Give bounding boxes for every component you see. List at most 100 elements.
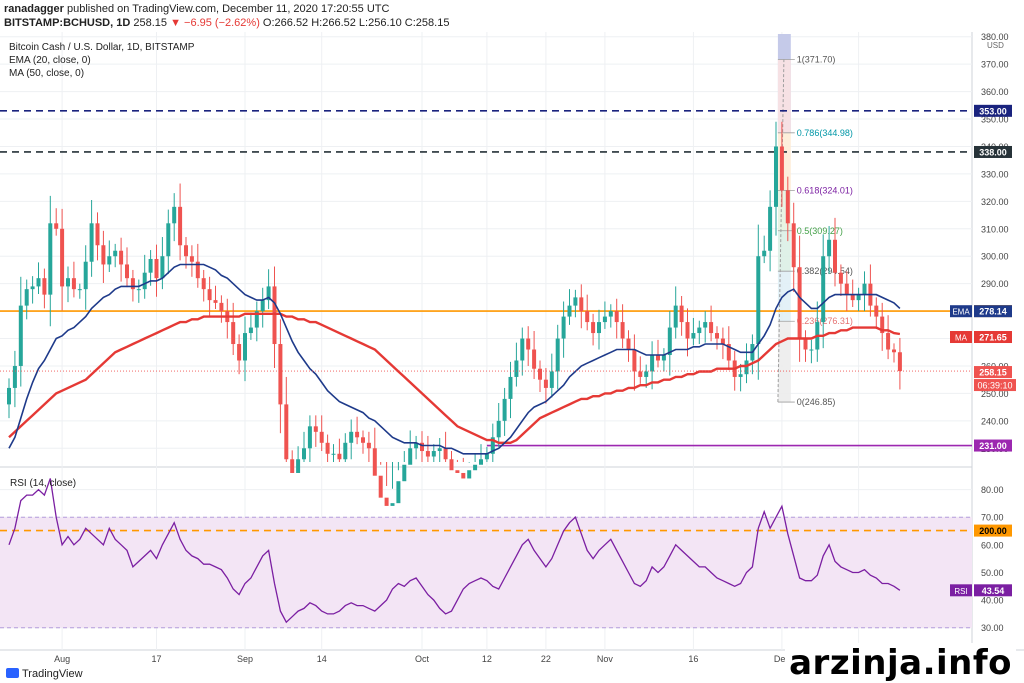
horizontal-levels[interactable]	[0, 110, 972, 532]
candle-body	[125, 264, 129, 279]
candle-body	[337, 453, 342, 460]
countdown-bg	[974, 379, 1016, 392]
ema-legend: EMA (20, close, 0)	[9, 55, 91, 66]
candle-body	[880, 316, 885, 334]
candle-body	[83, 261, 88, 290]
candle-body	[779, 146, 784, 191]
candle-body	[709, 322, 714, 334]
tradingview-logo[interactable]: TradingView	[6, 668, 83, 680]
candle-body	[361, 437, 365, 443]
candle-body	[862, 283, 867, 295]
candle-body	[774, 146, 778, 207]
candle-body	[479, 459, 483, 465]
candle-body	[508, 376, 513, 399]
price-tick-label: 310.00	[981, 224, 1009, 234]
candle-body	[803, 338, 808, 350]
candle-body	[378, 475, 383, 498]
candle-body	[785, 190, 790, 224]
fib-level-label: 1(371.70)	[797, 55, 836, 65]
candle-body	[302, 448, 306, 460]
candle-body	[715, 333, 719, 339]
candle-body	[290, 459, 295, 473]
candle-body	[207, 289, 212, 301]
candle-body	[54, 223, 59, 229]
candle-body	[437, 448, 442, 452]
candle-body	[355, 431, 360, 438]
publish-line: ranadagger published on TradingView.com,…	[4, 3, 389, 15]
ma50-line	[8, 312, 901, 444]
fib-level-label: 0(246.85)	[797, 397, 836, 407]
candle-body	[526, 338, 531, 350]
watermark: arzinja.info	[785, 643, 1016, 683]
rsi-band	[0, 516, 972, 629]
candle-body	[89, 223, 94, 262]
candle-body	[201, 278, 206, 290]
candle-body	[66, 278, 70, 287]
candle-body	[219, 302, 224, 312]
footer: TradingView	[0, 665, 1024, 683]
candle-body	[850, 294, 855, 301]
candle-body	[12, 365, 17, 388]
candle-body	[349, 431, 354, 443]
candle-body	[154, 258, 159, 279]
price-tick-label: 380.00	[981, 32, 1009, 42]
candle-body	[77, 289, 82, 291]
time-tick-label: 14	[317, 654, 327, 664]
candle-body	[172, 206, 177, 224]
candle-body	[797, 267, 802, 339]
ohlc-values: O:266.52 H:266.52 L:256.10 C:258.15	[262, 17, 450, 29]
rsi-tick-label: 80.00	[981, 485, 1004, 495]
candle-body	[650, 355, 655, 372]
publish-header: ranadagger published on TradingView.com,…	[0, 0, 1024, 32]
candle-body	[60, 228, 65, 287]
price-axis[interactable]: 230.00240.00250.00260.00270.00280.00290.…	[950, 32, 1016, 633]
level-tag-label: 200.00	[979, 526, 1007, 536]
candle-body	[113, 250, 118, 257]
candle-body	[691, 333, 696, 339]
candle-body	[561, 316, 566, 339]
candle-body	[496, 420, 501, 438]
candle-body	[738, 374, 743, 377]
price-change: ▼ −6.95 (−2.62%)	[170, 17, 260, 29]
level-tag-label: 353.00	[979, 106, 1007, 116]
candle-body	[473, 464, 478, 471]
candle-body	[296, 459, 301, 473]
candle-body	[95, 223, 100, 246]
candle-body	[390, 503, 395, 506]
candle-body	[260, 300, 265, 312]
countdown-label: 06:39:10	[977, 381, 1012, 391]
candle-body	[366, 442, 371, 449]
candle-body	[573, 297, 578, 306]
candle-body	[178, 206, 183, 246]
candle-body	[455, 470, 460, 473]
candle-body	[514, 360, 519, 377]
candle-body	[555, 338, 560, 372]
candle-body	[838, 272, 843, 284]
candle-body	[549, 371, 554, 388]
candle-body	[319, 431, 324, 443]
candle-body	[768, 206, 773, 251]
candle-body	[148, 258, 153, 273]
price-tick-label: 300.00	[981, 252, 1009, 262]
candle-body	[101, 245, 106, 265]
candle-body	[278, 344, 283, 405]
candle-body	[538, 368, 542, 380]
candle-body	[325, 442, 330, 454]
price-chart[interactable]: 1(371.70) 0.786(344.98) 0.618(324.01) 0.5(3…	[0, 32, 1024, 665]
price-tag-name: EMA	[952, 308, 970, 317]
quote-line: BITSTAMP:BCHUSD, 1D 258.15 ▼ −6.95 (−2.6…	[4, 17, 449, 29]
candle-body	[425, 451, 430, 457]
level-tag	[974, 104, 1012, 117]
time-tick-label: Aug	[54, 654, 70, 664]
fib-level-label: 0.618(324.01)	[797, 185, 853, 195]
candle-body	[638, 371, 643, 377]
price-tag-value: 271.65	[979, 333, 1007, 343]
price-tick-label: 330.00	[981, 169, 1009, 179]
time-tick-label: Dec	[774, 654, 791, 664]
candle-body	[408, 448, 413, 465]
publisher-name[interactable]: ranadagger	[4, 3, 64, 15]
fib-zone	[777, 59, 791, 133]
candle-body	[284, 404, 289, 460]
ma-legend: MA (50, close, 0)	[9, 68, 84, 79]
rsi-tick-label: 40.00	[981, 596, 1004, 606]
